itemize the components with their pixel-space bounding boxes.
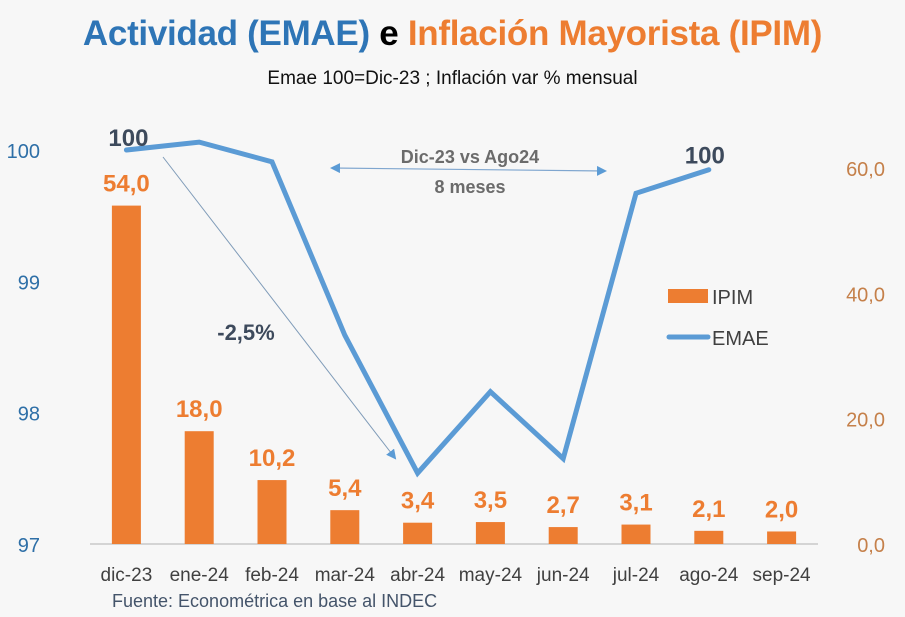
right-axis-tick-label: 60,0 (846, 159, 885, 181)
ipim-bar-label: 2,7 (547, 492, 580, 519)
ipim-bar (184, 431, 214, 544)
ipim-bar-label: 3,5 (474, 487, 507, 514)
ipim-bar-label: 2,1 (692, 496, 725, 523)
ipim-bar-label: 18,0 (176, 396, 223, 423)
title-emae: Actividad (EMAE) (82, 14, 370, 53)
drop-arrow (162, 156, 397, 460)
ipim-bar (475, 522, 505, 544)
ipim-bar-label: 54,0 (103, 171, 150, 198)
right-axis: 0,0 20,0 40,0 60,0 (846, 159, 885, 557)
ipim-bars (111, 205, 797, 544)
x-axis-tick-label: ene-24 (170, 565, 230, 586)
ipim-bar (111, 205, 141, 544)
emae-start-label: 100 (108, 125, 148, 152)
ipim-bar (330, 510, 360, 544)
x-axis-tick-label: may-24 (459, 565, 523, 586)
span-arrow (330, 163, 607, 176)
left-axis-tick-label: 97 (18, 535, 40, 557)
ipim-bar-label: 2,0 (765, 496, 798, 523)
left-axis-tick-label: 100 (7, 141, 40, 163)
right-axis-tick-label: 40,0 (846, 284, 885, 306)
ipim-bar (403, 522, 433, 544)
left-axis-tick-label: 99 (18, 272, 40, 294)
x-axis-tick-label: dic-23 (101, 565, 153, 586)
span-label-line1: Dic-23 vs Ago24 (401, 147, 539, 167)
ipim-bar (257, 480, 287, 544)
left-axis-tick-label: 98 (18, 404, 40, 426)
span-label-line2: 8 meses (434, 177, 505, 197)
ipim-bar (767, 531, 797, 544)
legend-emae-label: EMAE (712, 328, 769, 350)
drop-percent-label: -2,5% (217, 320, 274, 345)
right-axis-tick-label: 0,0 (857, 535, 885, 557)
left-axis: 97 98 99 100 (7, 141, 40, 557)
title-ipim: Inflación Mayorista (IPIM) (407, 14, 823, 53)
emae-end-label: 100 (685, 143, 725, 170)
source-note: Fuente: Econométrica en base al INDEC (112, 591, 438, 611)
ipim-bar (621, 524, 651, 544)
legend: IPIM EMAE (666, 287, 769, 350)
x-axis-tick-label: ago-24 (679, 565, 739, 586)
chart-title: Actividad (EMAE) e Inflación Mayorista (… (0, 14, 905, 54)
x-axis-tick-label: abr-24 (390, 565, 445, 586)
x-axis-tick-label: mar-24 (315, 565, 376, 586)
ipim-bar-label: 10,2 (249, 445, 296, 472)
ipim-bar-labels: 54,0 18,0 10,2 5,4 3,4 3,5 2,7 3,1 2,1 2,0 (103, 171, 798, 524)
ipim-bar-label: 3,4 (401, 488, 435, 515)
x-axis-tick-label: feb-24 (245, 565, 299, 586)
x-axis-tick-label: jun-24 (536, 565, 590, 586)
legend-ipim-label: IPIM (712, 287, 753, 309)
x-axis-tick-label: sep-24 (753, 565, 812, 586)
ipim-bar (694, 530, 724, 544)
legend-ipim-swatch (668, 289, 708, 303)
title-conjunction: e (379, 14, 399, 53)
ipim-bar (548, 527, 578, 544)
ipim-bar-label: 5,4 (328, 475, 362, 502)
right-axis-tick-label: 20,0 (846, 410, 885, 432)
emae-line (123, 139, 712, 478)
chart-subtitle: Emae 100=Dic-23 ; Inflación var % mensua… (267, 68, 638, 89)
x-axis-labels: dic-23 ene-24 feb-24 mar-24 abr-24 may-24 jun-… (101, 565, 812, 586)
ipim-bar-label: 3,1 (619, 490, 652, 517)
x-axis-tick-label: jul-24 (612, 565, 660, 586)
